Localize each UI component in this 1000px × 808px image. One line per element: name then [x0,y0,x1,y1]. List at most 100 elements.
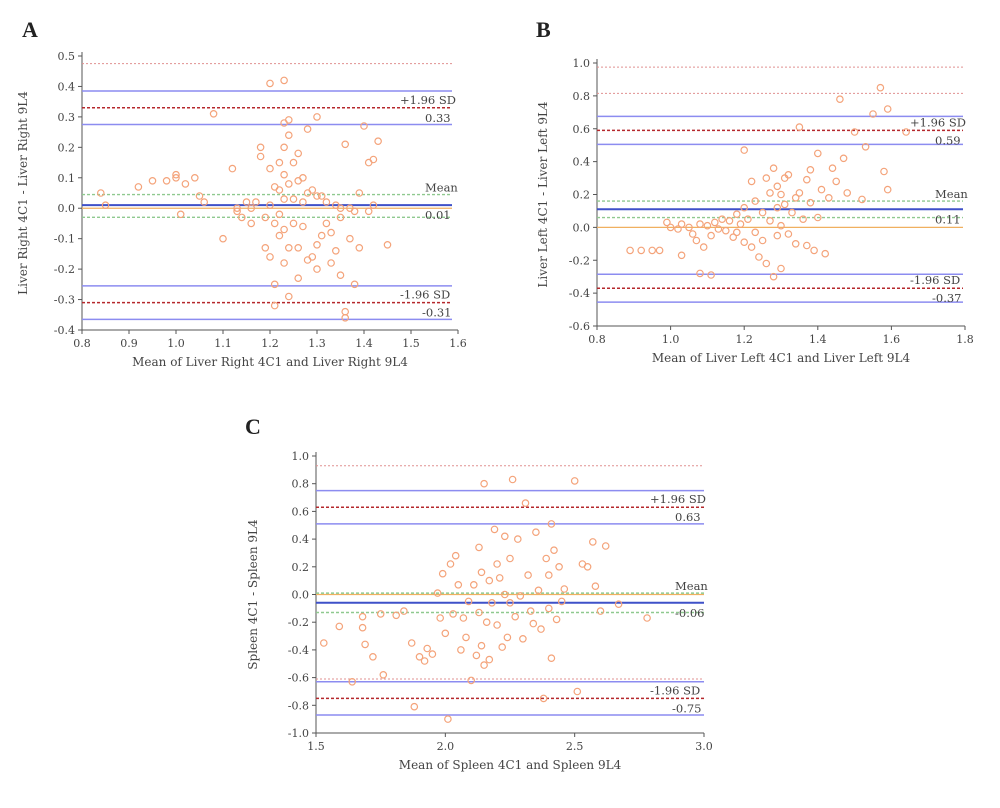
data-point [423,644,432,653]
data-point [732,228,741,237]
data-point [270,301,279,310]
data-point [327,228,335,237]
data-point [626,246,634,255]
data-point [369,652,377,661]
data-point [769,272,778,281]
data-point [503,633,512,642]
data-point [299,174,307,182]
data-point [233,204,241,213]
data-point [299,222,307,231]
data-point [299,198,307,206]
data-point [449,610,457,618]
y-tick-label: -0.1 [54,233,75,246]
data-point [526,607,535,615]
data-point [703,221,712,230]
data-point [172,170,180,179]
y-tick-label: -0.4 [54,324,75,337]
upper-loa-label: +1.96 SD [910,115,966,129]
data-point [688,230,697,238]
data-point [784,230,793,238]
data-point [350,207,359,216]
data-point [508,475,517,484]
data-point [459,614,468,622]
data-point [420,657,429,665]
data-point [317,231,326,240]
data-point [596,607,605,615]
x-tick-label: 1.0 [662,333,680,346]
data-point [358,623,367,632]
data-point [550,546,558,555]
y-tick-label: 0.8 [292,478,310,491]
data-point [313,241,321,249]
data-point [780,200,789,209]
data-point [832,177,841,186]
data-point [376,610,385,618]
chart-panel-b: B -0.6 -0.4 -0.2 0.0 0.2 0.4 0.6 0.8 1.0 0.8 1.0 1.2… [536,17,974,365]
data-point [751,197,760,205]
data-point [191,174,199,182]
data-point [810,246,818,255]
data-point [438,569,447,578]
data-point [490,525,499,534]
y-tick-label: -0.2 [569,254,590,267]
data-point [294,177,303,185]
data-point [488,598,496,607]
data-point [242,198,251,206]
lower-loa-value: -0.37 [932,291,962,305]
data-point [777,190,785,199]
data-point [861,143,870,151]
data-point [648,246,657,255]
x-tick-label: 1.5 [307,740,325,753]
data-point [791,240,800,248]
y-tick-label: 1.0 [292,450,310,463]
data-point [308,186,317,194]
y-tick-label: 0.1 [58,172,76,185]
data-point [101,201,110,210]
data-point [247,219,256,228]
data-point [475,608,483,617]
x-axis-title: Mean of Liver Right 4C1 and Liver Right … [132,355,408,369]
data-point [544,571,553,579]
y-tick-label: -0.6 [569,320,590,333]
data-point [462,633,470,642]
x-tick-label: 1.3 [308,337,326,350]
data-point [383,241,392,249]
data-point [674,225,682,233]
y-tick-label: 0.8 [573,90,591,103]
x-tick-label: 1.1 [214,337,232,350]
data-point [516,592,525,600]
upper-loa-value: 0.33 [425,111,451,125]
mean-label: Mean [425,181,458,195]
data-point [284,116,293,124]
y-tick-label: -0.3 [54,294,75,307]
data-point [583,562,592,571]
chart-panel-a: A -0.4 -0.3 -0.2 -0.1 0.0 0.1 0.2 0.3 0.4 0.5 0.8 0.… [16,17,467,369]
data-point [692,236,701,245]
upper-loa-label: +1.96 SD [650,492,706,506]
data-point [740,146,749,154]
data-point [280,225,288,234]
data-point [364,207,373,216]
data-point [839,154,848,163]
mean-value: 0.11 [935,212,961,226]
data-point [322,198,331,206]
data-point [247,204,256,213]
data-point [436,614,445,622]
data-point [732,210,741,219]
y-tick-label: 0.5 [58,50,76,63]
data-point [451,551,460,560]
data-point [795,123,804,131]
data-point [280,195,288,203]
data-point [773,231,782,240]
data-point [802,241,811,250]
data-point [519,634,527,643]
data-point [718,215,726,224]
data-point [637,246,646,255]
lower-loa-label: -1.96 SD [910,273,960,287]
data-point [547,520,556,528]
x-tick-label: 1.0 [167,337,185,350]
data-point [813,213,822,222]
data-point [773,182,782,191]
data-point [303,125,312,133]
data-point [284,292,293,301]
